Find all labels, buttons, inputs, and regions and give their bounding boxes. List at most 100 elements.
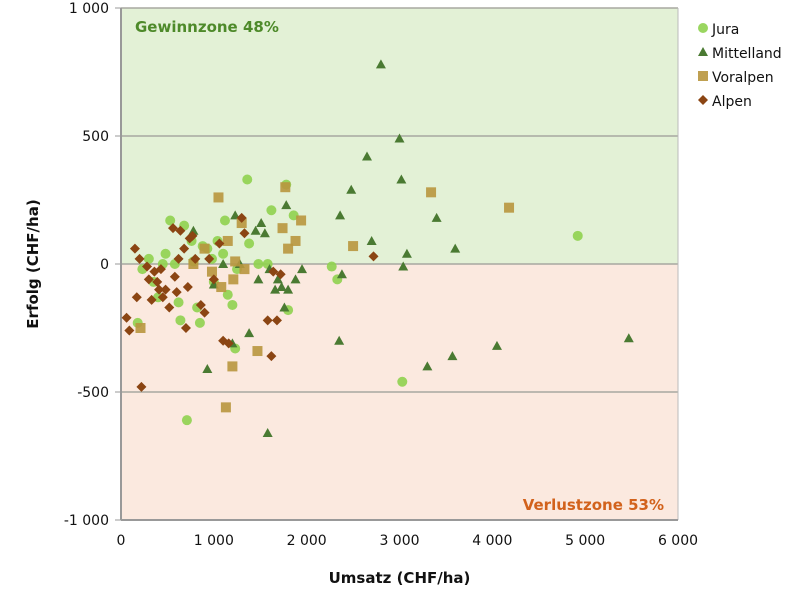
point-mittelland [431,212,442,222]
point-mittelland [394,133,405,143]
point-mittelland [336,269,347,279]
tick-labels: 0 1 000 2 000 3 000 4 000 5 000 6 000 1 000 500 0… [64,1,698,549]
legend-item-alpen: Alpen [698,94,752,110]
y-tick-label: -500 [77,385,109,401]
point-alpen [236,212,247,223]
point-alpen [154,284,165,295]
legend: Jura Mittelland Voralpen Alpen [698,22,782,110]
point-voralpen [220,402,231,413]
point-voralpen [213,192,224,203]
point-jura [143,253,154,264]
point-mittelland [375,59,386,69]
y-axis-title: Erfolg (CHF/ha) [24,199,42,328]
point-voralpen [222,235,233,246]
point-mittelland [447,351,458,361]
legend-item-mittelland: Mittelland [698,46,782,62]
point-alpen [146,294,157,305]
point-alpen [195,299,206,310]
y-tick-label: 500 [82,129,109,145]
point-alpen [169,271,180,282]
point-alpen [155,264,166,275]
point-mittelland [281,200,292,210]
point-mittelland [346,184,357,194]
point-voralpen [228,274,239,285]
point-voralpen [227,361,238,372]
point-voralpen [277,223,288,234]
point-mittelland [276,282,287,292]
point-alpen [214,238,225,249]
diamond-icon [698,95,708,105]
point-mittelland [290,274,301,284]
point-jura [160,248,171,259]
point-alpen [179,243,190,254]
axes [115,7,679,521]
point-alpen [266,351,277,362]
point-jura [173,297,184,308]
point-alpen [143,274,154,285]
point-jura [397,376,408,387]
point-alpen [134,253,145,264]
point-voralpen [199,243,210,254]
point-voralpen [280,182,291,193]
point-mittelland [253,274,264,284]
x-axis-title: Umsatz (CHF/ha) [329,569,471,587]
point-alpen [187,230,198,241]
point-mittelland [283,284,294,294]
point-alpen [208,274,219,285]
x-tick-label: 3 000 [379,533,419,549]
point-mittelland [297,264,308,274]
point-jura [194,317,205,328]
point-alpen [275,269,286,280]
series-mittelland [188,59,634,437]
point-mittelland [401,248,412,258]
point-voralpen [348,241,359,252]
point-voralpen [206,266,217,277]
y-tick-label: 0 [100,257,109,273]
point-alpen [164,302,175,313]
point-alpen [239,228,250,239]
point-alpen [121,312,132,323]
point-alpen [171,287,182,298]
point-voralpen [230,256,241,267]
point-jura [572,230,583,241]
point-voralpen [290,235,301,246]
point-jura [165,215,176,226]
point-alpen [180,323,191,333]
point-mittelland [244,328,255,338]
point-voralpen [239,264,250,275]
point-mittelland [366,235,377,245]
point-jura [266,205,277,216]
point-alpen [199,307,210,318]
legend-label: Alpen [712,94,752,110]
point-voralpen [296,215,307,226]
point-jura [253,259,264,269]
point-alpen [175,225,186,236]
point-mittelland [335,210,346,220]
legend-label: Mittelland [712,46,782,62]
point-alpen [152,276,163,287]
point-alpen [131,292,142,303]
x-tick-label: 4 000 [472,533,512,549]
point-jura [219,215,230,226]
x-tick-label: 2 000 [287,533,327,549]
point-mittelland [270,284,281,294]
point-alpen [173,253,184,264]
point-jura [218,248,229,259]
point-voralpen [188,259,199,269]
x-tick-label: 1 000 [194,533,234,549]
y-tick-label: 1 000 [69,1,109,17]
point-voralpen [135,323,146,333]
point-mittelland [623,333,634,343]
x-tick-label: 6 000 [658,533,698,549]
y-tick-label: -1 000 [64,513,109,529]
point-mittelland [202,363,213,373]
point-voralpen [236,218,247,229]
x-tick-label: 0 [117,533,126,549]
point-alpen [157,292,168,303]
point-voralpen [283,243,294,254]
point-jura [244,238,255,249]
legend-item-voralpen: Voralpen [698,70,774,86]
legend-item-jura: Jura [698,22,739,38]
point-jura [181,415,192,426]
